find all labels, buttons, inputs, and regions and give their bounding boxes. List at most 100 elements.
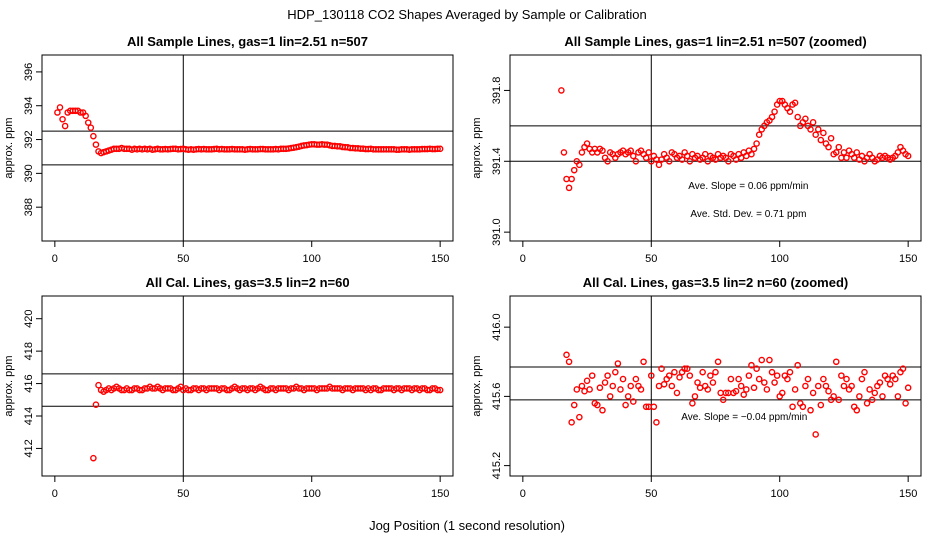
data-point	[771, 108, 778, 115]
data-point	[737, 382, 745, 390]
data-point	[576, 161, 583, 169]
data-point	[750, 145, 758, 153]
data-point	[791, 386, 799, 393]
panel-sample-lines: All Sample Lines, gas=1 lin=2.51 n=507 0…	[3, 34, 454, 265]
data-point	[794, 113, 802, 121]
y-tick-label: 392	[23, 130, 35, 148]
data-point	[609, 382, 617, 390]
data-point	[686, 372, 694, 379]
data-point	[568, 175, 575, 183]
data-point	[768, 368, 776, 376]
data-point	[560, 149, 568, 156]
data-point	[904, 152, 912, 160]
data-point	[691, 393, 699, 400]
data-point	[655, 382, 663, 390]
data-point	[581, 387, 588, 395]
x-tick-label: 0	[52, 488, 58, 500]
data-point	[902, 400, 909, 407]
data-point	[853, 149, 861, 156]
data-point	[753, 140, 760, 147]
data-point	[722, 389, 730, 397]
data-point	[748, 361, 755, 369]
data-point	[637, 386, 645, 393]
data-point	[771, 379, 778, 386]
data-point	[92, 401, 100, 408]
data-point	[714, 358, 722, 366]
data-point	[627, 147, 635, 154]
data-point	[434, 386, 441, 394]
data-point	[650, 403, 658, 411]
data-point	[743, 386, 750, 393]
data-point	[892, 375, 899, 383]
data-point	[884, 375, 891, 383]
data-point	[794, 361, 802, 369]
x-tick-label: 150	[431, 488, 449, 500]
data-point	[758, 356, 766, 364]
data-point	[773, 372, 781, 379]
data-point	[54, 109, 61, 116]
x-tick-label: 150	[431, 253, 449, 265]
data-point	[573, 386, 581, 393]
data-point	[658, 365, 665, 372]
data-point	[596, 384, 604, 392]
y-axis-label: approx. ppm	[3, 117, 15, 178]
data-point	[92, 141, 100, 148]
data-point	[704, 157, 712, 165]
data-point	[642, 403, 650, 411]
y-tick-label: 420	[23, 310, 35, 328]
data-point	[763, 386, 771, 393]
panel-title: All Sample Lines, gas=1 lin=2.51 n=507 (…	[564, 34, 866, 49]
data-point	[886, 380, 894, 388]
data-point	[876, 379, 884, 386]
data-point	[904, 384, 912, 392]
data-point	[689, 400, 696, 407]
data-point	[673, 389, 681, 397]
data-point	[784, 375, 791, 383]
y-axis-label: approx. ppm	[471, 355, 483, 416]
data-point	[725, 157, 732, 165]
x-tick-label: 50	[177, 488, 189, 500]
data-point	[799, 403, 807, 411]
data-point	[640, 358, 647, 366]
data-point	[604, 372, 611, 379]
data-point	[825, 143, 832, 151]
data-point	[627, 382, 635, 390]
data-point	[838, 372, 845, 379]
data-point	[832, 149, 840, 156]
data-point	[61, 122, 69, 130]
data-point	[766, 356, 773, 364]
x-tick-label: 100	[771, 488, 789, 500]
data-point	[755, 375, 763, 383]
data-point	[822, 382, 830, 390]
data-point	[827, 134, 835, 142]
data-point	[696, 384, 704, 392]
data-point	[436, 386, 444, 394]
y-axis-label: approx. ppm	[3, 355, 15, 416]
data-point	[856, 393, 863, 400]
data-point	[630, 398, 637, 405]
y-tick-label: 414	[23, 407, 35, 425]
data-point	[570, 401, 578, 409]
plot-frame	[509, 295, 922, 477]
data-point	[624, 393, 632, 400]
data-point	[863, 400, 871, 407]
data-point	[594, 401, 601, 409]
data-point	[871, 389, 879, 397]
x-tick-label: 0	[520, 488, 526, 500]
data-point	[568, 419, 575, 426]
panel-cal-lines-zoomed: All Cal. Lines, gas=3.5 lin=2 n=60 (zoom…	[471, 275, 922, 500]
data-point	[740, 391, 748, 398]
data-point	[630, 152, 637, 160]
data-point	[699, 368, 706, 376]
data-point	[56, 104, 64, 111]
data-point	[84, 119, 92, 126]
x-tick-label: 0	[52, 253, 58, 265]
y-tick-label: 396	[23, 63, 35, 81]
data-point	[866, 386, 873, 393]
data-point	[817, 401, 825, 409]
data-point	[660, 380, 668, 388]
data-point	[832, 358, 840, 366]
data-point	[576, 413, 583, 421]
data-point	[807, 406, 814, 414]
data-point	[588, 372, 596, 379]
